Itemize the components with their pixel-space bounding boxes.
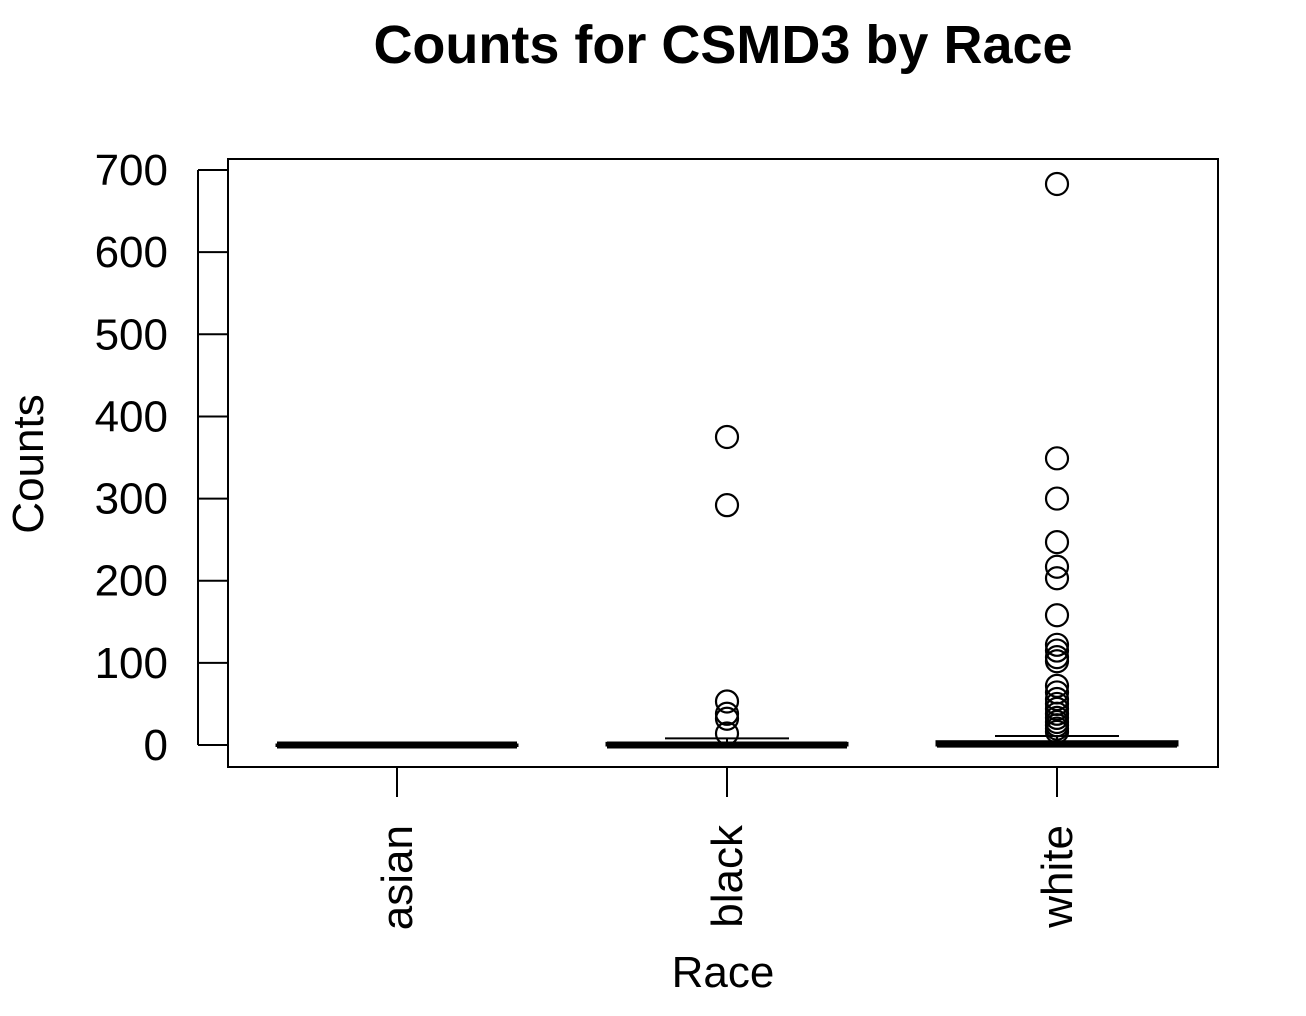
- x-axis-label: Race: [672, 948, 775, 997]
- outlier-point: [714, 706, 740, 731]
- outlier-point: [1044, 554, 1070, 579]
- y-tick-label: 600: [95, 228, 168, 277]
- outlier-point: [1044, 486, 1070, 511]
- outlier-point: [714, 424, 740, 450]
- outlier-point: [1044, 719, 1070, 744]
- y-tick-label: 100: [95, 639, 168, 688]
- outlier-point: [1044, 530, 1070, 555]
- y-tick-label: 0: [144, 721, 168, 770]
- outlier-point: [1044, 171, 1070, 197]
- boxes: [275, 171, 1179, 749]
- chart-title: Counts for CSMD3 by Race: [373, 15, 1072, 75]
- outlier-point: [714, 689, 740, 714]
- x-axis: asian black white: [373, 766, 1082, 930]
- x-tick-label: black: [703, 824, 752, 928]
- outlier-point: [1044, 446, 1070, 471]
- y-tick-label: 300: [95, 475, 168, 524]
- outlier-point: [1044, 603, 1070, 628]
- y-axis-label: Counts: [4, 394, 53, 533]
- y-axis: 0 100 200 300 400 500 600 700: [95, 146, 228, 770]
- y-tick-label: 500: [95, 310, 168, 359]
- y-tick-label: 400: [95, 392, 168, 441]
- y-tick-label: 200: [95, 557, 168, 606]
- x-tick-label: white: [1033, 825, 1082, 929]
- y-tick-label: 700: [95, 146, 168, 195]
- outlier-point: [714, 493, 740, 518]
- outlier-point: [1044, 566, 1070, 591]
- outlier-point: [1044, 638, 1070, 663]
- x-tick-label: asian: [373, 825, 422, 930]
- outlier-point: [1044, 649, 1070, 674]
- outlier-point: [1044, 632, 1070, 657]
- outlier-point: [714, 721, 740, 746]
- plot-frame: [227, 158, 1219, 768]
